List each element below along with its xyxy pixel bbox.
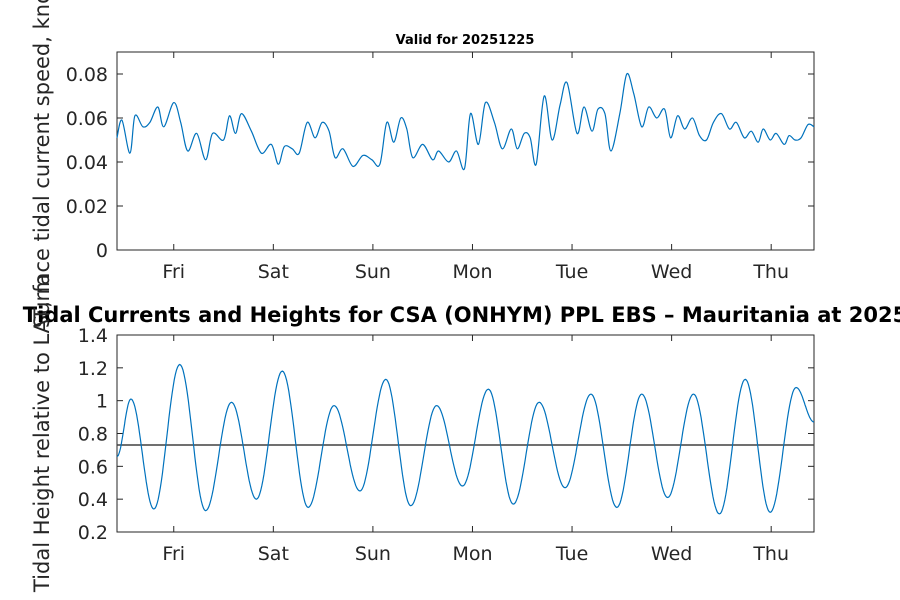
current-speed-x-tick-label: Wed [651,261,692,283]
current-speed-y-tick-label: 0.02 [66,196,108,218]
current-speed-y-axis-label: Surface tidal current speed, knots [30,0,54,328]
current-speed-y-tick-label: 0 [96,240,108,262]
tidal-height-y-tick-label: 0.4 [78,489,108,511]
current-speed-chart: Valid for 20251225 Surface tidal current… [30,0,815,328]
tidal-height-x-tick-label: Sun [355,543,391,565]
tidal-height-y-tick-label: 0.8 [78,424,108,446]
current-speed-x-tick-label: Mon [452,261,492,283]
tidal-height-chart: Tidal Currents and Heights for CSA (ONHY… [23,274,900,593]
tidal-height-x-tick-label: Tue [555,543,588,565]
tidal-height-x-tick-label: Thu [752,543,789,565]
tidal-height-x-tick-label: Fri [162,543,185,565]
current-speed-chart-title: Valid for 20251225 [396,33,535,48]
tidal-height-series [116,363,815,515]
tidal-height-y-tick-label: 1.4 [78,325,108,347]
current-speed-x-ticks: Fri Sat Sun Mon Tue Wed Thu [162,52,789,283]
current-speed-x-tick-label: Fri [162,261,185,283]
current-speed-x-tick-label: Thu [752,261,789,283]
current-speed-series [116,72,815,171]
tidal-height-y-ticks: 0.2 0.4 0.6 0.8 1 1.2 1.4 [78,325,814,544]
tidal-height-y-axis-label: Tidal Height relative to LAT, m [30,274,54,593]
tidal-height-y-tick-label: 1.2 [78,358,108,380]
current-speed-y-tick-label: 0.06 [66,108,108,130]
tidal-height-x-tick-label: Wed [651,543,692,565]
current-speed-y-tick-label: 0.04 [66,152,108,174]
tidal-height-plot-area [116,334,815,533]
current-speed-y-tick-label: 0.08 [66,64,108,86]
current-speed-line [116,72,815,171]
tidal-height-x-tick-label: Sat [258,543,289,565]
current-speed-x-tick-label: Tue [555,261,588,283]
current-speed-plot-area [116,51,815,251]
tidal-height-line [116,363,815,515]
tidal-height-y-tick-label: 0.6 [78,456,108,478]
current-speed-y-ticks: 0 0.02 0.04 0.06 0.08 [66,64,814,262]
current-speed-x-tick-label: Sun [355,261,391,283]
tidal-height-x-ticks: Fri Sat Sun Mon Tue Wed Thu [162,335,789,565]
current-speed-x-tick-label: Sat [258,261,289,283]
tidal-height-y-tick-label: 1 [96,391,108,413]
tidal-height-chart-title: Tidal Currents and Heights for CSA (ONHY… [23,303,900,327]
tidal-height-x-tick-label: Mon [452,543,492,565]
tidal-height-y-tick-label: 0.2 [78,522,108,544]
